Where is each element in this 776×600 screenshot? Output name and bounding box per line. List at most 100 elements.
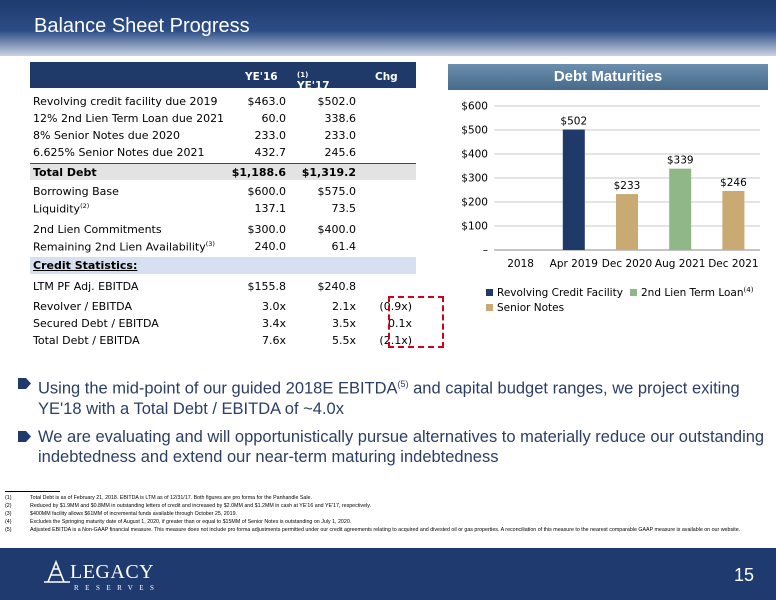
value-ye17: $1,319.2 [301,166,356,179]
table-header: YE'16 YE'17 PF (1) Chg [30,62,416,104]
value-ye17: $400.0 [317,223,357,236]
bar [669,168,692,250]
value-ye17: 233.0 [324,129,357,142]
chart-title: Debt Maturities [448,64,768,90]
data-label: $502 [560,116,587,128]
y-tick-label: – [483,245,488,257]
row-2nd-lien-commitments: 2nd Lien Commitments $300.0 $400.0 [30,221,416,238]
value-ye17: 5.5x [331,334,356,347]
column-header-chg: Chg [375,71,398,83]
y-tick-label: $500 [461,125,488,137]
bar [722,190,745,250]
value-ye16: 240.0 [254,240,287,253]
x-tick-label: Dec 2021 [708,258,758,270]
legend-swatch [630,289,637,296]
row-label: Borrowing Base [33,185,119,198]
arrow-bullet-icon [18,430,31,442]
data-label: $233 [614,180,641,192]
row-label: 8% Senior Notes due 2020 [33,129,180,142]
value-ye17: 73.5 [331,202,357,215]
y-tick-label: $100 [461,221,488,233]
row-label: 12% 2nd Lien Term Loan due 2021 [33,112,225,125]
row-label: Revolving credit facility due 2019 [33,95,218,108]
footnote: (2) Reduced by $1.9MM and $0.8MM in outst… [5,503,371,509]
x-tick-label: Apr 2019 [550,258,598,270]
ratio-change-highlight [388,296,444,348]
slide-footer: LEGACY RESERVES 15 [0,548,776,600]
footnote: (5) Adjusted EBITDA is a Non-GAAP financi… [5,527,741,533]
value-ye17: $502.0 [317,95,357,108]
footnote: (1) Total Debt is as of February 21, 2018… [5,495,312,501]
footnote: (3) $400MM facility allows $61MM of incre… [5,511,237,517]
value-chg: 0.1x [387,317,412,330]
bar [616,194,638,250]
footnote-ref: (2) [80,202,90,210]
row-label: LTM PF Adj. EBITDA [33,280,139,293]
value-ye17: $575.0 [317,185,357,198]
row-borrowing-base: Borrowing Base $600.0 $575.0 [30,183,416,200]
footnote-rule [5,491,60,492]
row-8pct-notes: 8% Senior Notes due 2020 233.0 233.0 [30,127,416,144]
slide-header: Balance Sheet Progress [0,0,776,56]
value-ye16: $300.0 [247,223,287,236]
row-label: Revolver / EBITDA [33,300,132,313]
value-ye17: 245.6 [324,146,357,159]
value-ye16: $155.8 [247,280,287,293]
row-credit-statistics: Credit Statistics: [30,257,416,274]
bar [562,129,585,250]
row-secured-debt-ebitda: Secured Debt / EBITDA 3.4x 3.5x 0.1x [30,315,416,332]
row-label: Secured Debt / EBITDA [33,317,159,330]
value-ye16: 233.0 [254,129,287,142]
column-header-ye16: YE'16 [245,71,278,83]
row-label: Total Debt [33,166,97,179]
derrick-icon [44,560,70,583]
value-ye16: 3.4x [261,317,286,330]
value-ye16: $463.0 [247,95,287,108]
value-ye16: $1,188.6 [231,166,286,179]
row-label: Credit Statistics: [33,259,138,272]
row-revolver-ebitda: Revolver / EBITDA 3.0x 2.1x (0.9x) [30,298,416,315]
value-ye16: 7.6x [261,334,286,347]
value-ye17: 2.1x [331,300,356,313]
data-label: $246 [720,177,747,189]
debt-maturities-chart: – $100 $200 $300 $400 $500 $600 2018 Apr 2019 Dec… [461,101,760,314]
row-6625pct-notes: 6.625% Senior Notes due 2021 432.7 245.6 [30,144,416,161]
row-total-debt-ebitda: Total Debt / EBITDA 7.6x 5.5x (2.1x) [30,332,416,349]
value-ye16: 3.0x [261,300,286,313]
data-label: $339 [667,155,694,167]
row-liquidity: Liquidity(2) 137.1 73.5 [30,200,416,217]
footnote: (4) Excludes the Springing maturity date … [5,519,352,525]
row-label: 6.625% Senior Notes due 2021 [33,146,205,159]
legend-label: Senior Notes [497,302,564,314]
value-ye16: $600.0 [247,185,287,198]
y-tick-label: $600 [461,101,488,113]
x-tick-label: Aug 2021 [655,258,706,270]
page-title: Balance Sheet Progress [34,15,250,37]
footnote-ref: (3) [205,240,215,248]
company-logo: LEGACY RESERVES [44,560,174,592]
row-revolver: Revolving credit facility due 2019 $463.0… [30,93,416,110]
value-ye16: 137.1 [254,202,287,215]
row-remaining-availability: Remaining 2nd Lien Availability(3) 240.0 6… [30,238,416,255]
page-number: 15 [733,565,754,585]
column-header-ye17: YE'17 PF (1) [297,71,330,104]
value-ye17: $240.8 [317,280,357,293]
x-tick-label: Dec 2020 [602,258,652,270]
y-tick-label: $400 [461,149,488,161]
legend-swatch [486,304,493,311]
arrow-bullet-icon [18,378,31,389]
legend-swatch [486,289,493,296]
row-label: Total Debt / EBITDA [33,334,140,347]
value-chg: (2.1x) [379,334,412,347]
y-tick-label: $300 [461,173,488,185]
footnotes: (1) Total Debt is as of February 21, 2018… [5,494,765,534]
value-ye17: 338.6 [324,112,357,125]
value-chg: (0.9x) [379,300,412,313]
bullet-item: Using the mid-point of our guided 2018E … [18,374,770,419]
value-ye17: 3.5x [331,317,356,330]
row-label: Remaining 2nd Lien Availability(3) [33,240,215,254]
bullet-item: We are evaluating and will opportunistic… [18,427,770,467]
value-ye16: 432.7 [254,146,287,159]
row-ltm-ebitda: LTM PF Adj. EBITDA $155.8 $240.8 [30,278,416,295]
value-ye17: 61.4 [331,240,357,253]
